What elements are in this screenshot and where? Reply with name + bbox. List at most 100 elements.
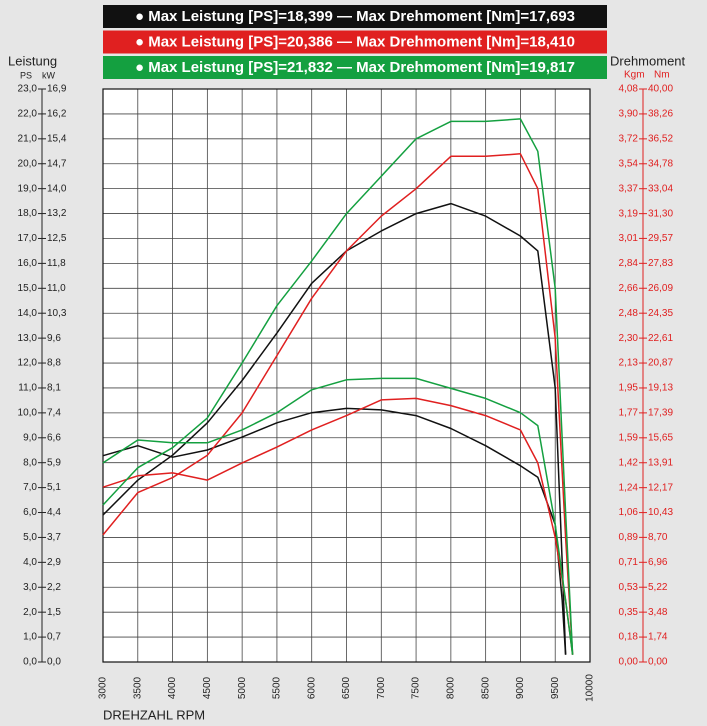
y-tick-label: 19,0 — [18, 183, 38, 194]
y2-tick-label-kgm: 3,72 — [619, 133, 639, 144]
y2-tick-label: 5,22 — [648, 582, 668, 593]
legend-box — [103, 5, 607, 28]
y-tick-label-kw: 1,5 — [47, 607, 61, 618]
y-tick-label-kw: 14,0 — [47, 183, 67, 194]
y2-tick-label-kgm: 2,30 — [619, 333, 639, 344]
y2-tick-label-kgm: 1,59 — [619, 432, 639, 443]
y2-tick-label: 27,83 — [648, 258, 673, 269]
y2-tick-label: 10,43 — [648, 507, 673, 518]
x-tick-label: 3500 — [132, 676, 143, 699]
y-tick-label-kw: 6,6 — [47, 432, 61, 443]
y-tick-label-kw: 2,9 — [47, 557, 61, 568]
x-tick-label: 8000 — [445, 676, 456, 699]
y2-tick-label: 15,65 — [648, 432, 673, 443]
x-tick-label: 6500 — [341, 676, 352, 699]
y-tick-label: 7,0 — [23, 482, 37, 493]
data-line — [102, 397, 574, 655]
y2-tick-label: 33,04 — [648, 183, 673, 194]
y2-tick-label-kgm: 0,00 — [619, 657, 639, 668]
y-tick-label-kw: 4,4 — [47, 507, 61, 518]
x-tick-label: 7000 — [376, 676, 387, 699]
y2-tick-label: 24,35 — [648, 308, 673, 319]
data-line — [102, 202, 567, 655]
y-tick-label-kw: 16,2 — [47, 109, 67, 120]
y2-tick-label: 40,00 — [648, 84, 673, 95]
legend-label: ● Max Leistung [PS]=21,832 — Max Drehmom… — [135, 59, 575, 76]
y2-tick-label-kgm: 0,35 — [619, 607, 639, 618]
y-tick-label-kw: 3,7 — [47, 532, 61, 543]
legend-box — [103, 30, 607, 54]
y-tick-label: 11,0 — [18, 383, 37, 394]
y2-tick-label-kgm: 2,48 — [619, 308, 639, 319]
y2-tick-label: 0,00 — [648, 657, 668, 668]
y-tick-label-kw: 8,8 — [47, 358, 61, 369]
y2-tick-label-kgm: 3,01 — [619, 233, 639, 244]
data-line — [102, 118, 574, 655]
right-axis-unit: Kgm — [624, 70, 645, 81]
y2-tick-label-kgm: 1,77 — [619, 408, 639, 419]
y-tick-label-kw: 2,2 — [47, 582, 61, 593]
y2-tick-label: 1,74 — [648, 632, 668, 643]
y2-tick-label-kgm: 4,08 — [619, 84, 639, 95]
y-tick-label-kw: 10,3 — [47, 308, 67, 319]
x-tick-label: 5500 — [272, 676, 283, 699]
y-tick-label: 21,0 — [18, 133, 38, 144]
x-axis-title: DREHZAHL RPM — [103, 707, 205, 722]
y-tick-label-kw: 5,9 — [47, 457, 61, 468]
y2-tick-label: 34,78 — [648, 158, 673, 169]
x-tick-label: 3000 — [98, 676, 109, 699]
y-tick-label: 10,0 — [18, 408, 38, 419]
x-tick-label: 10000 — [585, 674, 596, 702]
y-tick-label: 3,0 — [23, 582, 37, 593]
y2-tick-label-kgm: 0,71 — [619, 557, 639, 568]
x-tick-label: 6000 — [306, 676, 317, 699]
y-tick-label: 0,0 — [23, 657, 37, 668]
y2-tick-label-kgm: 1,42 — [619, 457, 639, 468]
y-tick-label: 6,0 — [23, 507, 37, 518]
y-tick-label: 16,0 — [18, 258, 38, 269]
y-tick-label-kw: 8,1 — [47, 383, 61, 394]
x-tick-label: 9000 — [515, 676, 526, 699]
left-axis-title: Leistung — [8, 53, 57, 68]
data-line — [102, 377, 574, 655]
data-line — [102, 153, 574, 655]
y2-tick-label: 12,17 — [648, 482, 673, 493]
y2-tick-label: 8,70 — [648, 532, 668, 543]
y2-tick-label-kgm: 0,89 — [619, 532, 639, 543]
x-tick-label: 4000 — [167, 676, 178, 699]
data-line — [102, 407, 567, 655]
y-tick-label: 17,0 — [18, 233, 38, 244]
legend-box — [103, 56, 607, 79]
y-tick-label: 22,0 — [18, 109, 38, 120]
right-axis-title: Drehmoment — [610, 53, 686, 68]
y2-tick-label-kgm: 3,19 — [619, 208, 639, 219]
y2-tick-label-kgm: 0,18 — [619, 632, 639, 643]
left-axis-unit: PS — [20, 70, 32, 80]
plot-border — [102, 88, 591, 663]
y2-tick-label: 19,13 — [648, 383, 673, 394]
x-tick-label: 8500 — [480, 676, 491, 699]
y-tick-label-kw: 5,1 — [47, 482, 61, 493]
y2-tick-label: 3,48 — [648, 607, 668, 618]
y-tick-label: 23,0 — [18, 84, 38, 95]
y2-tick-label-kgm: 3,54 — [619, 158, 639, 169]
y-tick-label: 18,0 — [18, 208, 38, 219]
y-tick-label: 15,0 — [18, 283, 38, 294]
y-tick-label: 2,0 — [23, 607, 37, 618]
y2-tick-label-kgm: 2,66 — [619, 283, 639, 294]
y-tick-label-kw: 0,0 — [47, 657, 61, 668]
y-tick-label-kw: 11,0 — [47, 283, 66, 294]
y2-tick-label-kgm: 2,84 — [619, 258, 639, 269]
y-tick-label-kw: 0,7 — [47, 632, 61, 643]
x-tick-label: 4500 — [202, 676, 213, 699]
y2-tick-label-kgm: 3,90 — [619, 109, 639, 120]
left-axis-unit: kW — [42, 70, 56, 80]
y-tick-label: 4,0 — [23, 557, 37, 568]
y2-tick-label: 22,61 — [648, 333, 673, 344]
y-tick-label: 5,0 — [23, 532, 37, 543]
y-tick-label-kw: 9,6 — [47, 333, 61, 344]
legend-label: ● Max Leistung [PS]=18,399 — Max Drehmom… — [135, 8, 575, 25]
y2-tick-label: 17,39 — [648, 408, 673, 419]
